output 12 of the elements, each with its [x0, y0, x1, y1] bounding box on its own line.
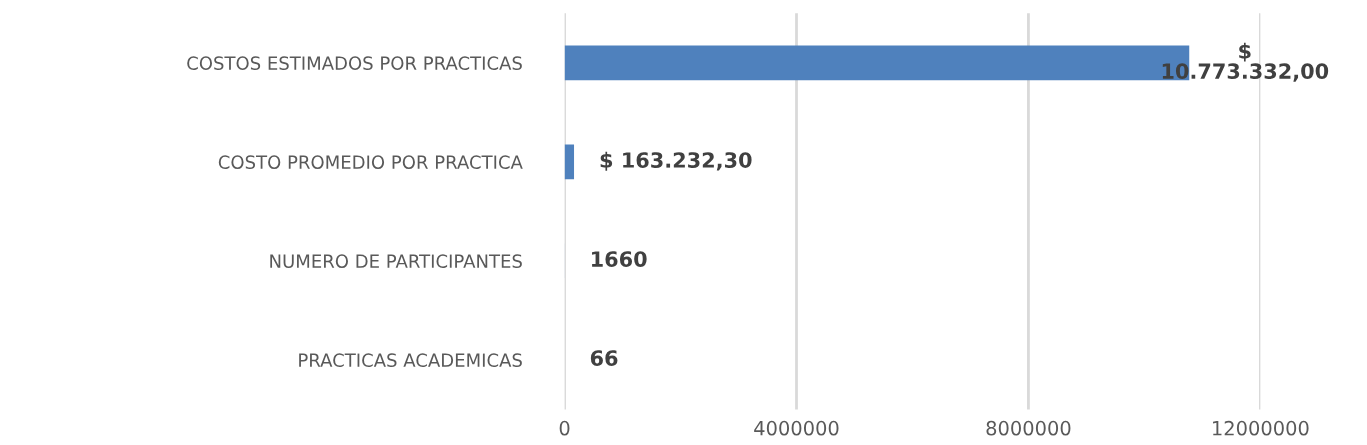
x-tick-label: 12000000	[1213, 420, 1309, 436]
y-tick-label: NUMERO DE PARTICIPANTES	[270, 254, 522, 268]
y-tick-label: PRACTICAS ACADEMICAS	[299, 353, 522, 368]
y-tick-label: COSTO PROMEDIO POR PRACTICA	[218, 155, 523, 169]
data-label: 1660	[592, 251, 647, 267]
x-tick-label: 4000000	[754, 420, 839, 436]
x-tick-label: 0	[559, 420, 570, 436]
y-tick-label: COSTOS ESTIMADOS POR PRACTICAS	[187, 56, 522, 70]
data-label: 66	[590, 350, 618, 366]
bar	[564, 144, 575, 180]
data-label: $ 163.232,30	[600, 151, 752, 171]
x-tick-label: 8000000	[986, 420, 1071, 436]
